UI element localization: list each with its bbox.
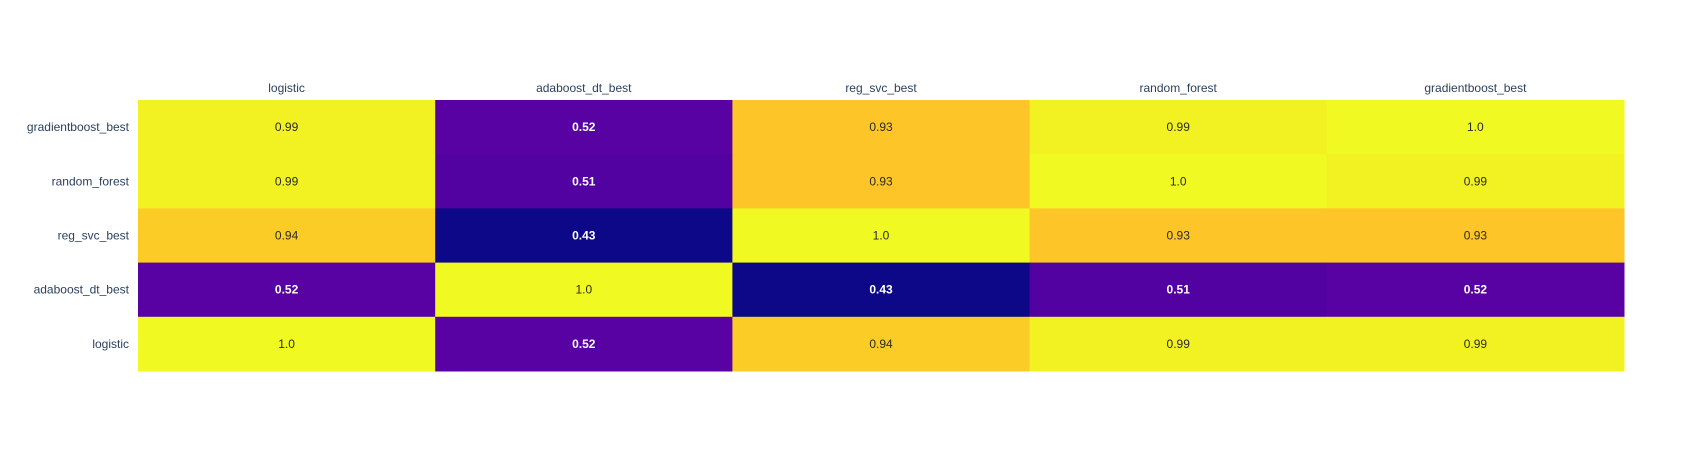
x-tick-label: gradientboost_best [1424,81,1527,95]
heatmap-cell-label: 0.43 [572,229,596,243]
y-tick-label: logistic [92,337,129,351]
heatmap-cell [732,154,1031,209]
heatmap-cell [1029,154,1328,209]
heatmap-cell-label: 0.51 [572,174,596,188]
cell-labels-layer: 0.99 0.52 0.93 0.99 1.0 0.99 0.51 0.93 1.0 0.99 0.… [275,120,1487,351]
cells-layer [138,100,1625,372]
heatmap-cell [435,100,733,155]
heatmap-cell-label: 0.43 [869,283,893,297]
x-tick-label: reg_svc_best [845,81,917,95]
heatmap-cell-label: 0.52 [572,120,596,134]
heatmap-cell-label: 0.94 [275,229,299,243]
x-tick-label: random_forest [1140,81,1218,95]
heatmap-cell [1326,208,1625,264]
heatmap-cell [1029,208,1328,264]
x-tick-label: adaboost_dt_best [536,81,632,95]
heatmap-cell [1326,262,1625,318]
heatmap-cell-label: 0.99 [1167,120,1191,134]
heatmap-cell-label: 0.52 [572,337,596,351]
heatmap-cell [435,316,733,372]
x-tick-label: logistic [268,81,305,95]
heatmap-cell [435,262,733,318]
heatmap-cell-label: 1.0 [278,337,295,351]
heatmap-cell-label: 0.94 [869,337,893,351]
heatmap-cell [1029,100,1328,155]
heatmap-cell [732,100,1031,155]
heatmap-cell-label: 0.93 [1464,229,1488,243]
heatmap-cell [435,154,733,209]
heatmap-cell-label: 0.99 [275,174,299,188]
heatmap-cell [138,316,436,372]
heatmap-cell-label: 1.0 [1467,120,1484,134]
heatmap-cell [732,316,1031,372]
heatmap-cell-label: 0.93 [869,174,893,188]
heatmap-cell [1326,316,1625,372]
heatmap-cell [1029,316,1328,372]
heatmap-cell [732,208,1031,264]
y-tick-label: adaboost_dt_best [34,283,130,297]
heatmap-cell [1326,100,1625,155]
heatmap-cell [138,208,436,264]
heatmap-cell-label: 1.0 [575,283,592,297]
heatmap-cell [435,208,733,264]
y-tick-label: reg_svc_best [58,229,130,243]
heatmap-cell [138,262,436,318]
y-axis-tick-labels: gradientboost_best random_forest reg_svc_b… [27,120,130,351]
heatmap-cell-label: 0.99 [1167,337,1191,351]
x-axis-tick-labels: logistic adaboost_dt_best reg_svc_best rand… [268,81,1527,95]
heatmap-cell-label: 0.52 [1464,283,1488,297]
y-tick-label: random_forest [52,174,130,188]
heatmap-cell-label: 1.0 [1170,174,1187,188]
heatmap-cell-label: 0.93 [1167,229,1191,243]
heatmap-cell [138,154,436,209]
heatmap-cell [1029,262,1328,318]
heatmap-cell [732,262,1031,318]
heatmap-cell-label: 0.51 [1167,283,1191,297]
heatmap-cell [1326,154,1625,209]
y-tick-label: gradientboost_best [27,120,130,134]
heatmap-cell-label: 0.93 [869,120,893,134]
heatmap-cell-label: 1.0 [873,229,890,243]
heatmap-cell [138,100,436,155]
heatmap-cell-label: 0.52 [275,283,299,297]
heatmap-cell-label: 0.99 [1464,337,1488,351]
heatmap-cell-label: 0.99 [275,120,299,134]
heatmap-cell-label: 0.99 [1464,174,1488,188]
